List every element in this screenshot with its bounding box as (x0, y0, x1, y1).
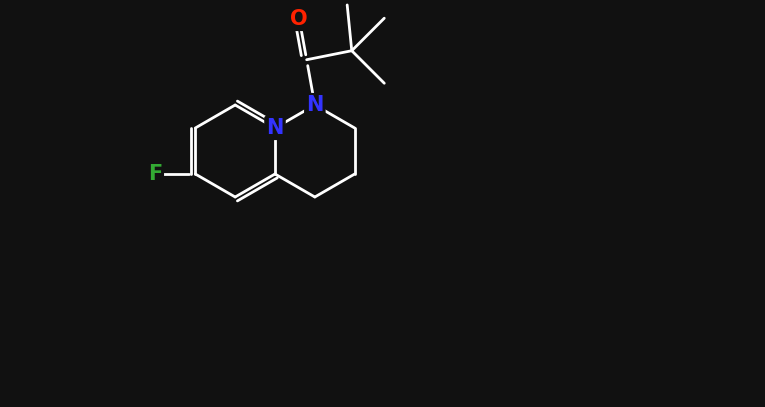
Text: F: F (148, 164, 162, 184)
Text: O: O (291, 9, 308, 29)
Text: N: N (266, 118, 284, 138)
Text: N: N (306, 95, 324, 115)
